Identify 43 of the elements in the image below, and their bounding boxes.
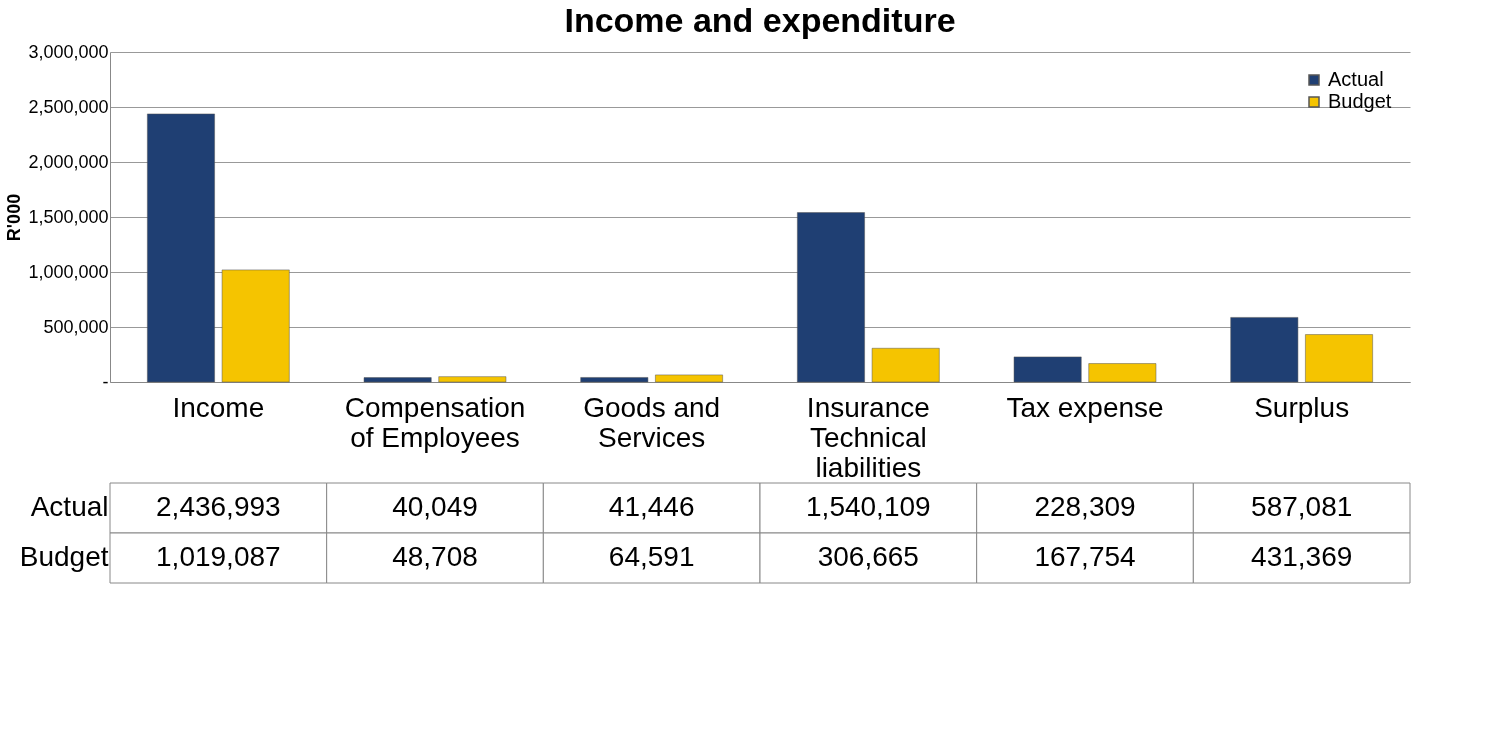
x-tick-label: Goods and Services — [583, 391, 721, 453]
data-label: 1,540,109 — [806, 491, 931, 522]
data-label: 41,446 — [608, 491, 695, 522]
data-label: 228,309 — [1034, 491, 1136, 522]
data-label: 587,081 — [1251, 491, 1353, 522]
bar — [221, 269, 290, 383]
data-label: 48,708 — [392, 541, 478, 572]
data-label: 64,591 — [608, 541, 695, 572]
legend-label: Actual — [1328, 68, 1384, 90]
y-tick-label: - — [102, 371, 109, 392]
chart-title: Income and expenditure — [564, 1, 956, 39]
data-label: 40,049 — [392, 491, 478, 522]
bar — [580, 377, 649, 383]
data-label: 167,754 — [1034, 541, 1136, 572]
y-tick-label: 2,500,000 — [28, 96, 109, 117]
y-tick-label: 2,000,000 — [28, 151, 109, 172]
bar — [147, 113, 215, 383]
bar — [1088, 363, 1157, 383]
x-tick-label: Compensation of Employees — [344, 391, 526, 453]
y-axis-title: R'000 — [4, 193, 25, 242]
bar — [363, 377, 432, 383]
bar — [655, 374, 723, 383]
bar — [1230, 317, 1299, 383]
bar — [1305, 334, 1373, 383]
data-label: 1,019,087 — [156, 541, 281, 572]
x-tick-label: Surplus — [1254, 391, 1350, 423]
text: Budget — [19, 541, 109, 572]
x-tick-label: Tax expense — [1006, 391, 1164, 423]
bar — [438, 376, 507, 383]
data-label: 2,436,993 — [156, 491, 281, 522]
data-label: 306,665 — [817, 541, 919, 572]
bar — [797, 212, 865, 383]
y-tick-label: 3,000,000 — [28, 41, 109, 62]
x-tick-label: Income — [172, 391, 265, 423]
text: Actual — [30, 491, 109, 522]
legend-label: Budget — [1328, 90, 1392, 112]
y-tick-label: 1,500,000 — [28, 206, 109, 227]
data-label: 431,369 — [1251, 541, 1353, 572]
x-tick-label: Insurance Technical liabilities — [806, 391, 930, 483]
bar — [871, 348, 940, 383]
y-tick-label: 1,000,000 — [28, 261, 109, 282]
bar — [1013, 356, 1082, 383]
y-tick-label: 500,000 — [43, 316, 109, 337]
